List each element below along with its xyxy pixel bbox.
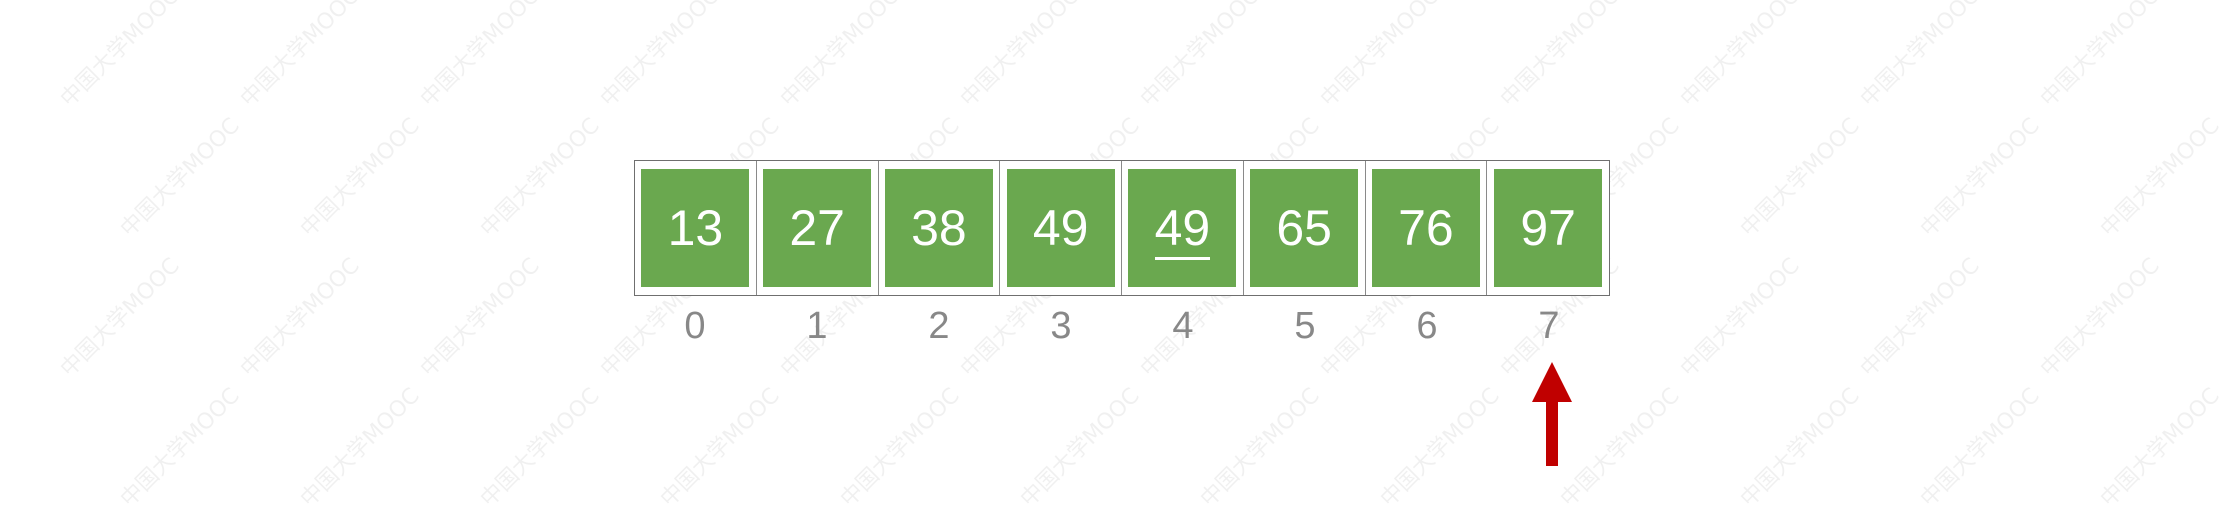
watermark-text: 中国大学MOOC <box>115 383 245 513</box>
watermark-text: 中国大学MOOC <box>2095 113 2225 243</box>
watermark-text: 中国大学MOOC <box>1855 0 1985 113</box>
array-cell-value: 49 <box>1154 203 1211 260</box>
pointer-arrow-shaft <box>1546 400 1558 466</box>
array-cell: 38 <box>879 161 1001 295</box>
array-cell-fill: 65 <box>1250 169 1359 287</box>
array-cell: 49 <box>1122 161 1244 295</box>
array-cell-fill: 27 <box>763 169 872 287</box>
watermark-text: 中国大学MOOC <box>1015 383 1145 513</box>
array-cell-fill: 97 <box>1494 169 1603 287</box>
watermark-text: 中国大学MOOC <box>475 113 605 243</box>
array-cell-value: 97 <box>1520 200 1576 256</box>
watermark-text: 中国大学MOOC <box>1195 383 1325 513</box>
array-cell: 65 <box>1244 161 1366 295</box>
pointer-arrow-icon <box>1532 362 1572 466</box>
watermark-text: 中国大学MOOC <box>775 0 905 113</box>
watermark-text: 中国大学MOOC <box>115 113 245 243</box>
array-cell-value: 76 <box>1398 200 1454 256</box>
array-cell-value: 13 <box>667 200 724 256</box>
watermark-text: 中国大学MOOC <box>295 113 425 243</box>
watermark-text: 中国大学MOOC <box>55 253 185 383</box>
watermark-text: 中国大学MOOC <box>655 383 785 513</box>
watermark-text: 中国大学MOOC <box>1315 0 1445 113</box>
array-index-label: 0 <box>684 305 706 347</box>
array-cell-fill: 76 <box>1371 169 1480 287</box>
array-cell: 76 <box>1366 161 1488 295</box>
array-index-label: 6 <box>1416 305 1438 347</box>
array-cell-value: 27 <box>789 200 845 256</box>
watermark-text: 中国大学MOOC <box>2035 253 2165 383</box>
watermark-text: 中国大学MOOC <box>1135 0 1265 113</box>
array-cell: 13 <box>635 161 757 295</box>
watermark-text: 中国大学MOOC <box>1915 383 2045 513</box>
watermark-text: 中国大学MOOC <box>1675 253 1805 383</box>
array-container: 13 27 38 49 49 65 76 97 <box>634 160 1610 296</box>
watermark-text: 中国大学MOOC <box>1375 383 1505 513</box>
array-cell-fill: 13 <box>641 169 750 287</box>
array-index-label: 2 <box>928 305 950 347</box>
watermark-text: 中国大学MOOC <box>1915 113 2045 243</box>
array-index-label: 5 <box>1294 305 1316 347</box>
pointer-arrow-head <box>1532 362 1572 402</box>
watermark-text: 中国大学MOOC <box>835 383 965 513</box>
array-cell-fill: 38 <box>884 169 993 287</box>
watermark-text: 中国大学MOOC <box>55 0 185 113</box>
array-cell-value: 38 <box>911 200 967 256</box>
watermark-text: 中国大学MOOC <box>1495 0 1625 113</box>
watermark-text: 中国大学MOOC <box>475 383 605 513</box>
watermark-text: 中国大学MOOC <box>2035 0 2165 113</box>
array-index-label: 3 <box>1050 305 1072 347</box>
watermark-text: 中国大学MOOC <box>1855 253 1985 383</box>
watermark-text: 中国大学MOOC <box>1735 113 1865 243</box>
watermark-text: 中国大学MOOC <box>1735 383 1865 513</box>
watermark-text: 中国大学MOOC <box>235 253 365 383</box>
watermark-text: 中国大学MOOC <box>955 0 1085 113</box>
watermark-text: 中国大学MOOC <box>1675 0 1805 113</box>
watermark-text: 中国大学MOOC <box>295 383 425 513</box>
array-cell: 49 <box>1000 161 1122 295</box>
array-index-label: 4 <box>1172 305 1194 347</box>
array-index-label: 7 <box>1538 305 1560 347</box>
array-cell-fill: 49 <box>1128 169 1237 287</box>
array-cell: 97 <box>1487 161 1609 295</box>
watermark-text: 中国大学MOOC <box>2095 383 2225 513</box>
watermark-text: 中国大学MOOC <box>415 0 545 113</box>
array-cell: 27 <box>757 161 879 295</box>
watermark-text: 中国大学MOOC <box>415 253 545 383</box>
array-cell-value: 49 <box>1032 200 1089 256</box>
watermark-text: 中国大学MOOC <box>235 0 365 113</box>
index-row: 0 1 2 3 4 5 6 7 <box>634 305 1610 348</box>
array-cell-value: 65 <box>1276 200 1332 256</box>
array-index-label: 1 <box>806 305 828 347</box>
watermark-text: 中国大学MOOC <box>595 0 725 113</box>
array-cell-fill: 49 <box>1006 169 1115 287</box>
